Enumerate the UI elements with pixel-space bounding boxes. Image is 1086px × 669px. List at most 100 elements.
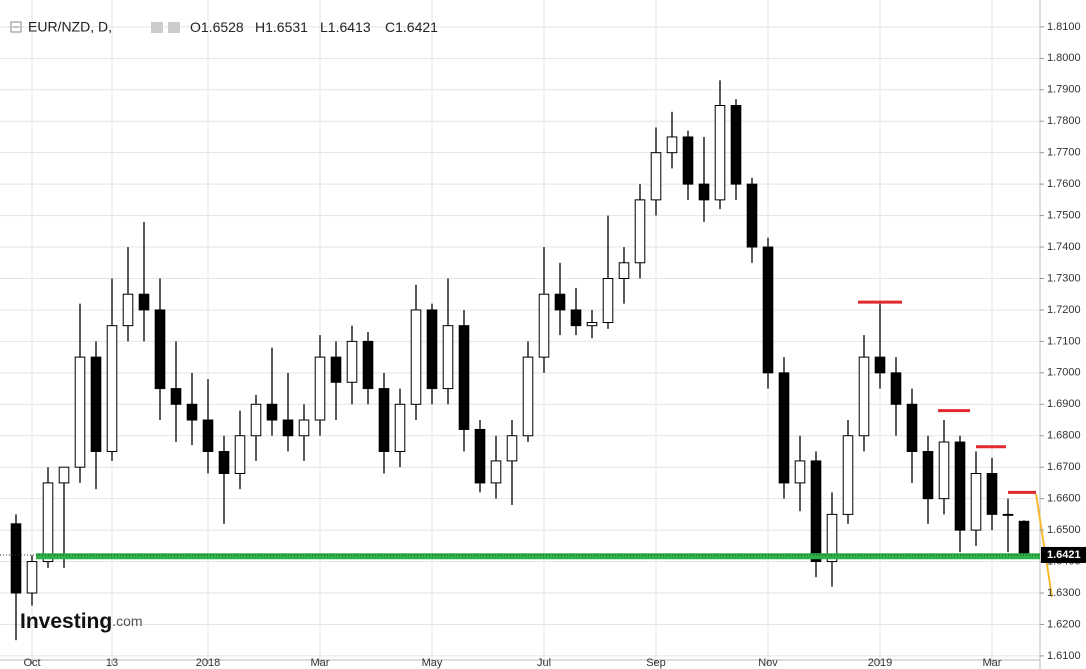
candle-body bbox=[810, 460, 822, 563]
logo-name: Investing bbox=[20, 610, 112, 633]
candle-body bbox=[794, 460, 806, 484]
candle-body bbox=[906, 403, 918, 452]
close-icon[interactable] bbox=[168, 22, 180, 33]
candle-body bbox=[522, 356, 534, 437]
candle-body bbox=[74, 356, 86, 468]
candle-body bbox=[714, 105, 726, 201]
y-tick-label: 1.7800 bbox=[1047, 115, 1081, 127]
x-tick-label: Oct bbox=[23, 657, 40, 669]
x-tick-label: 2018 bbox=[196, 657, 220, 669]
candle-body bbox=[586, 322, 598, 327]
y-tick-label: 1.6100 bbox=[1047, 650, 1081, 662]
ohlc-label: C bbox=[385, 19, 395, 35]
x-tick-label: Mar bbox=[311, 657, 330, 669]
candle-body bbox=[842, 435, 854, 515]
ohlc-item: O1.6528 bbox=[190, 19, 244, 35]
candle-body bbox=[266, 403, 278, 421]
ohlc-item: L1.6413 bbox=[320, 19, 371, 35]
settings-icon[interactable] bbox=[151, 22, 163, 33]
candle-body bbox=[970, 472, 982, 531]
candle-body bbox=[474, 428, 486, 484]
candle-body bbox=[138, 293, 150, 311]
candle-body bbox=[250, 403, 262, 437]
candle-body bbox=[890, 372, 902, 405]
y-tick-label: 1.6300 bbox=[1047, 587, 1081, 599]
ohlc-readout: O1.6528 H1.6531 L1.6413 C1.6421 bbox=[190, 19, 438, 35]
y-tick-label: 1.7900 bbox=[1047, 84, 1081, 96]
y-tick-label: 1.8000 bbox=[1047, 52, 1081, 64]
y-tick-label: 1.6200 bbox=[1047, 618, 1081, 630]
y-tick-label: 1.7100 bbox=[1047, 335, 1081, 347]
candle-body bbox=[202, 419, 214, 452]
last-price-box bbox=[1041, 546, 1086, 563]
logo: Investing.com bbox=[20, 610, 143, 633]
candle-body bbox=[698, 183, 710, 201]
candle-body bbox=[858, 356, 870, 437]
y-tick-label: 1.7300 bbox=[1047, 272, 1081, 284]
candle-body bbox=[570, 309, 582, 327]
x-tick-label: May bbox=[422, 657, 443, 669]
x-tick-label: 2019 bbox=[868, 657, 892, 669]
y-tick-label: 1.6900 bbox=[1047, 398, 1081, 410]
forecast-arrow bbox=[1035, 493, 1053, 598]
collapse-icon[interactable] bbox=[10, 21, 22, 33]
y-tick-label: 1.7200 bbox=[1047, 304, 1081, 316]
candle-body bbox=[634, 199, 646, 264]
candle-body bbox=[538, 293, 550, 358]
candle-body bbox=[506, 435, 518, 462]
candle-body bbox=[154, 309, 166, 390]
candle-body bbox=[106, 325, 118, 452]
ohlc-item: C1.6421 bbox=[385, 19, 438, 35]
last-price-label: 1.6421 bbox=[1047, 549, 1081, 561]
candle-body bbox=[298, 419, 310, 437]
candle-body bbox=[490, 460, 502, 484]
x-tick-label: Jul bbox=[537, 657, 551, 669]
candle-body bbox=[314, 356, 326, 421]
candle-body bbox=[954, 441, 966, 531]
candle-body bbox=[330, 356, 342, 383]
candle-body bbox=[170, 388, 182, 405]
ohlc-label: H bbox=[255, 19, 265, 35]
candle-body bbox=[986, 472, 998, 515]
candle-body bbox=[874, 356, 886, 374]
candle-body bbox=[362, 340, 374, 390]
candle-body bbox=[58, 466, 70, 484]
candle-body bbox=[10, 523, 22, 594]
y-tick-label: 1.6500 bbox=[1047, 524, 1081, 536]
candle-body bbox=[938, 441, 950, 500]
candle-body bbox=[682, 136, 694, 185]
ohlc-value: 1.6421 bbox=[395, 19, 438, 35]
symbol-title: EUR/NZD, D, bbox=[28, 19, 112, 35]
candle-body bbox=[26, 561, 38, 594]
ohlc-label: O bbox=[190, 19, 201, 35]
ohlc-value: 1.6528 bbox=[201, 19, 244, 35]
candle-body bbox=[650, 152, 662, 201]
ohlc-item: H1.6531 bbox=[255, 19, 308, 35]
y-tick-label: 1.7500 bbox=[1047, 209, 1081, 221]
x-tick-label: 13 bbox=[106, 657, 118, 669]
y-tick-label: 1.7600 bbox=[1047, 178, 1081, 190]
candle-body bbox=[730, 105, 742, 185]
candle-body bbox=[666, 136, 678, 154]
candle-body bbox=[442, 325, 454, 390]
candle-body bbox=[1002, 513, 1014, 516]
candle-body bbox=[346, 340, 358, 383]
candle-body bbox=[90, 356, 102, 452]
candle-body bbox=[234, 435, 246, 474]
candle-body bbox=[218, 450, 230, 474]
logo-suffix: .com bbox=[112, 613, 142, 629]
candle-body bbox=[122, 293, 134, 327]
y-tick-label: 1.7700 bbox=[1047, 147, 1081, 159]
candle-body bbox=[618, 262, 630, 279]
x-tick-label: Nov bbox=[758, 657, 778, 669]
ohlc-value: 1.6413 bbox=[328, 19, 371, 35]
y-tick-label: 1.6600 bbox=[1047, 493, 1081, 505]
candle-body bbox=[922, 450, 934, 500]
candle-body bbox=[282, 419, 294, 437]
candle-body bbox=[186, 403, 198, 421]
y-tick-label: 1.6800 bbox=[1047, 430, 1081, 442]
candle-body bbox=[602, 277, 614, 324]
y-tick-label: 1.7000 bbox=[1047, 367, 1081, 379]
